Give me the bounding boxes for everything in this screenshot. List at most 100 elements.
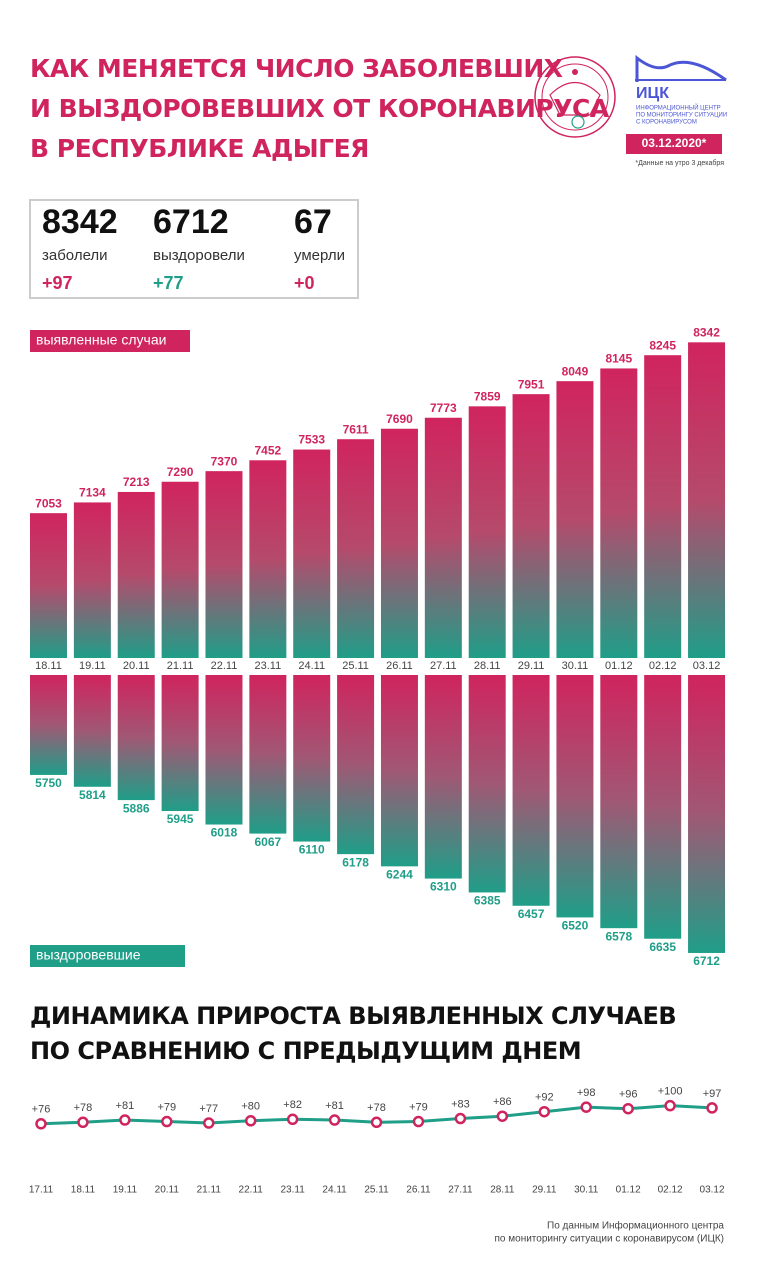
series-badge (30, 945, 185, 967)
bar (249, 460, 287, 658)
x-tick-label: 19.11 (113, 1185, 138, 1196)
x-tick-label: 02.12 (658, 1185, 683, 1196)
bar (600, 368, 638, 658)
value-label: 7452 (254, 443, 281, 457)
title-line: В РЕСПУБЛИКЕ АДЫГЕЯ (30, 134, 369, 163)
x-tick-label: 23.11 (254, 660, 281, 672)
date-badge (626, 134, 722, 154)
value-label: +81 (325, 1100, 344, 1112)
x-tick-label: 27.11 (448, 1185, 473, 1196)
stat-value: 67 (294, 203, 332, 241)
bar (600, 675, 638, 929)
value-label: 7533 (298, 433, 325, 447)
bar (161, 675, 199, 812)
value-label: 6578 (605, 929, 632, 943)
value-label: 5945 (167, 812, 194, 826)
value-label: 6067 (254, 835, 281, 849)
x-tick-label: 03.12 (693, 660, 721, 672)
x-tick-label: 26.11 (386, 660, 413, 672)
point (203, 1117, 215, 1129)
logo-text: ИЦК (636, 85, 669, 102)
chart-title: ДИНАМИКА ПРИРОСТА ВЫЯВЛЕННЫХ СЛУЧАЕВ (30, 1002, 676, 1030)
x-tick-label: 21.11 (167, 660, 194, 672)
x-tick-label: 30.11 (574, 1185, 599, 1196)
value-label: 5750 (35, 776, 62, 790)
point (286, 1113, 299, 1126)
bar (468, 675, 506, 893)
value-label: 6520 (562, 919, 589, 933)
series-label: выздоровевшие (36, 947, 141, 963)
x-tick-label: 02.12 (649, 660, 677, 672)
x-tick-label: 29.11 (532, 1185, 557, 1196)
bar (380, 675, 418, 867)
value-label: 7134 (79, 486, 106, 500)
bar (688, 675, 726, 953)
date: 03.12.2020* (642, 136, 707, 150)
bar (30, 513, 67, 658)
footer: по мониторингу ситуации с коронавирусом … (495, 1234, 725, 1245)
x-tick-label: 23.11 (280, 1185, 305, 1196)
value-label: 6110 (299, 843, 325, 857)
bar (512, 394, 550, 658)
x-tick-label: 03.12 (700, 1185, 725, 1196)
bar (424, 417, 462, 658)
bar (556, 675, 594, 918)
bar (117, 675, 155, 801)
point (77, 1116, 89, 1129)
value-label: +86 (493, 1096, 512, 1108)
bar (73, 502, 111, 658)
x-tick-label: 25.11 (364, 1185, 389, 1196)
x-tick-label: 24.11 (322, 1185, 347, 1196)
value-label: 7053 (35, 496, 62, 510)
point (161, 1115, 173, 1128)
point (244, 1115, 257, 1127)
x-tick-label: 01.12 (605, 660, 633, 672)
series-label: выявленные случаи (36, 332, 166, 348)
point (119, 1114, 131, 1126)
value-label: +97 (703, 1088, 722, 1100)
x-tick-label: 27.11 (430, 660, 457, 672)
stats: 8342 заболели +97 6712 выздоровели +77 67 умерл… (42, 203, 345, 293)
value-label: +78 (367, 1102, 386, 1114)
bar (293, 449, 331, 658)
x-tick-label: 24.11 (298, 660, 325, 672)
value-label: 6244 (386, 868, 413, 882)
logo-caption: С КОРОНАВИРУСОМ (636, 120, 697, 126)
stats-box (29, 199, 359, 299)
value-label: 5886 (123, 801, 150, 815)
x-tick-label: 26.11 (406, 1185, 431, 1196)
title-line: И ВЫЗДОРОВЕВШИХ ОТ КОРОНАВИРУСА (30, 94, 610, 123)
value-label: 6385 (474, 894, 501, 908)
bar (337, 439, 375, 658)
value-label: 7611 (343, 422, 369, 436)
bar (688, 342, 726, 658)
logo-caption: ПО МОНИТОРИНГУ СИТУАЦИИ (636, 113, 727, 119)
series-badge (30, 330, 190, 352)
value-label: 6178 (342, 855, 369, 869)
value-label: +98 (577, 1087, 596, 1099)
x-tick-label: 01.12 (616, 1185, 641, 1196)
x-tick-label: 28.11 (490, 1185, 515, 1196)
value-label: +92 (535, 1092, 554, 1104)
value-label: 7773 (430, 401, 457, 415)
bar (205, 675, 243, 825)
bar (424, 675, 462, 879)
logo-caption: ИНФОРМАЦИОННЫЙ ЦЕНТР (636, 104, 721, 112)
bar (337, 675, 375, 855)
stat-delta: +0 (294, 273, 315, 293)
x-tick-label: 22.11 (211, 660, 238, 672)
bar (30, 675, 67, 775)
logo-mark (635, 54, 727, 82)
value-label: 7951 (518, 377, 545, 391)
bar (644, 675, 682, 939)
footer: По данным Информационного центра (547, 1220, 724, 1232)
x-tick-label: 19.11 (79, 660, 106, 672)
value-label: 6018 (211, 826, 238, 840)
charts: 7053 7134 7213 7290 7370 7452 7533 7611 7690 7773… (29, 326, 726, 1196)
bar (644, 355, 682, 658)
value-label: 6310 (430, 880, 457, 894)
bar (117, 491, 155, 658)
point (328, 1114, 341, 1126)
value-label: +83 (451, 1098, 470, 1110)
stat-label: выздоровели (153, 247, 245, 264)
